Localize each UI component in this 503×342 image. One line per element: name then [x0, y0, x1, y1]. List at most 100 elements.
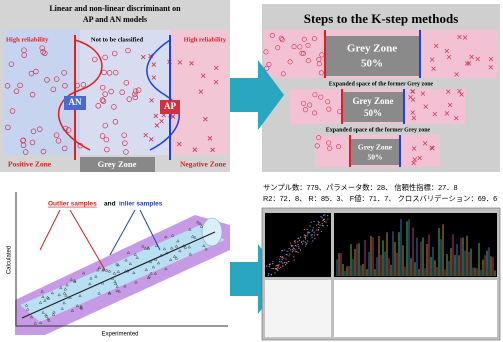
triangle-marker [59, 285, 63, 289]
scatter-dot [286, 254, 288, 256]
circle-marker [301, 36, 307, 42]
triangle-marker [172, 254, 177, 258]
triangle-marker [101, 268, 105, 272]
scatter-dot [307, 240, 309, 242]
scatter-dot [299, 239, 301, 241]
pointer [39, 209, 61, 251]
scatter-dot [294, 242, 296, 244]
cross-marker [203, 116, 208, 122]
scatter-dot [312, 227, 314, 229]
circle-marker [4, 83, 11, 89]
scatter-dot [313, 234, 316, 236]
triangle-marker [170, 233, 175, 237]
circle-marker [53, 76, 60, 82]
circle-marker [108, 88, 114, 95]
scatter-dot [288, 247, 290, 250]
triangle-marker [191, 234, 195, 238]
cross-marker [213, 79, 219, 85]
triangle-marker [146, 246, 150, 250]
circle-marker [337, 109, 343, 115]
scatter-dot [280, 261, 282, 263]
scatter-dot [321, 223, 323, 225]
scatter-dot [297, 243, 299, 246]
triangle-marker [47, 318, 51, 322]
circle-marker [111, 104, 117, 110]
scatter-dot [293, 256, 295, 258]
scatter-dot [280, 266, 282, 269]
triangle-marker [188, 227, 192, 231]
circle-marker [29, 91, 36, 98]
triangle-marker [64, 293, 68, 297]
circle-marker [269, 33, 275, 39]
scatter-dot [293, 248, 295, 250]
triangle-marker [105, 268, 109, 272]
cylinder-end [201, 217, 223, 247]
scatter-dot [315, 229, 317, 231]
scatter-dot [316, 224, 318, 226]
triangle-marker [135, 255, 139, 259]
scatter-dot [325, 221, 327, 223]
triangle-marker [26, 307, 30, 311]
circle-marker [318, 70, 324, 76]
circle-marker [42, 50, 48, 57]
circle-marker [135, 87, 142, 93]
circle-marker [50, 86, 57, 93]
title-line: Linear and non-linear discriminant on [49, 4, 181, 13]
triangle-marker [164, 235, 168, 239]
cross-marker [454, 72, 459, 77]
triangle-marker [128, 261, 132, 265]
triangle-marker [115, 284, 119, 288]
cross-marker [488, 64, 494, 70]
circle-marker [326, 140, 332, 146]
regression-line [21, 231, 216, 319]
triangle-marker [73, 280, 77, 283]
scatter-dot [317, 228, 319, 231]
triangle-marker [107, 269, 112, 273]
triangle-marker [193, 235, 197, 239]
circle-marker [297, 44, 303, 50]
triangle-marker [107, 291, 112, 294]
circle-marker [336, 144, 342, 150]
circle-marker [91, 56, 98, 63]
scatter-dot [307, 233, 309, 235]
scatter-dot [272, 267, 275, 270]
circle-marker [300, 100, 306, 106]
scatter-dot [285, 258, 287, 260]
scatter-dot [321, 217, 323, 219]
circle-marker [279, 37, 285, 43]
circle-marker [112, 119, 119, 125]
cross-marker [189, 61, 194, 66]
triangle-marker [51, 312, 56, 316]
scatter-dot [269, 263, 272, 265]
cross-marker [207, 136, 213, 141]
scatter-dot [294, 251, 296, 253]
triangle-marker [43, 298, 47, 302]
cross-marker [488, 56, 494, 62]
triangle-marker [57, 293, 61, 297]
circle-marker [65, 127, 72, 133]
circle-marker [53, 132, 60, 138]
ap-curve [146, 39, 180, 151]
results-panel: サンプル数：779、パラメータ数：28、 信頼性指標：27．8 R2：72．8、… [261, 183, 501, 341]
cross-marker [420, 91, 426, 96]
triangle-marker [176, 239, 180, 243]
zone: Grey Zone [352, 96, 393, 106]
triangle-marker [154, 244, 159, 247]
pointer [139, 209, 161, 251]
stats-line: R2：72．8、 R：85．3、 F値：71．7、 クロスバリデーション：69．… [263, 194, 497, 203]
triangle-marker [134, 280, 138, 284]
scatter-dot [272, 262, 274, 265]
triangle-marker [188, 252, 192, 256]
triangle-marker [116, 263, 120, 267]
circle-marker [319, 52, 325, 58]
triangle-marker [202, 244, 206, 247]
cross-marker [447, 102, 453, 108]
cross-marker [411, 160, 416, 166]
circle-marker [121, 132, 127, 138]
scatter-dot [294, 249, 296, 251]
triangle-marker [89, 276, 93, 280]
circle-marker [100, 98, 107, 104]
list-view [265, 280, 331, 337]
triangle-marker [169, 258, 173, 261]
scatter-dot [277, 266, 279, 268]
